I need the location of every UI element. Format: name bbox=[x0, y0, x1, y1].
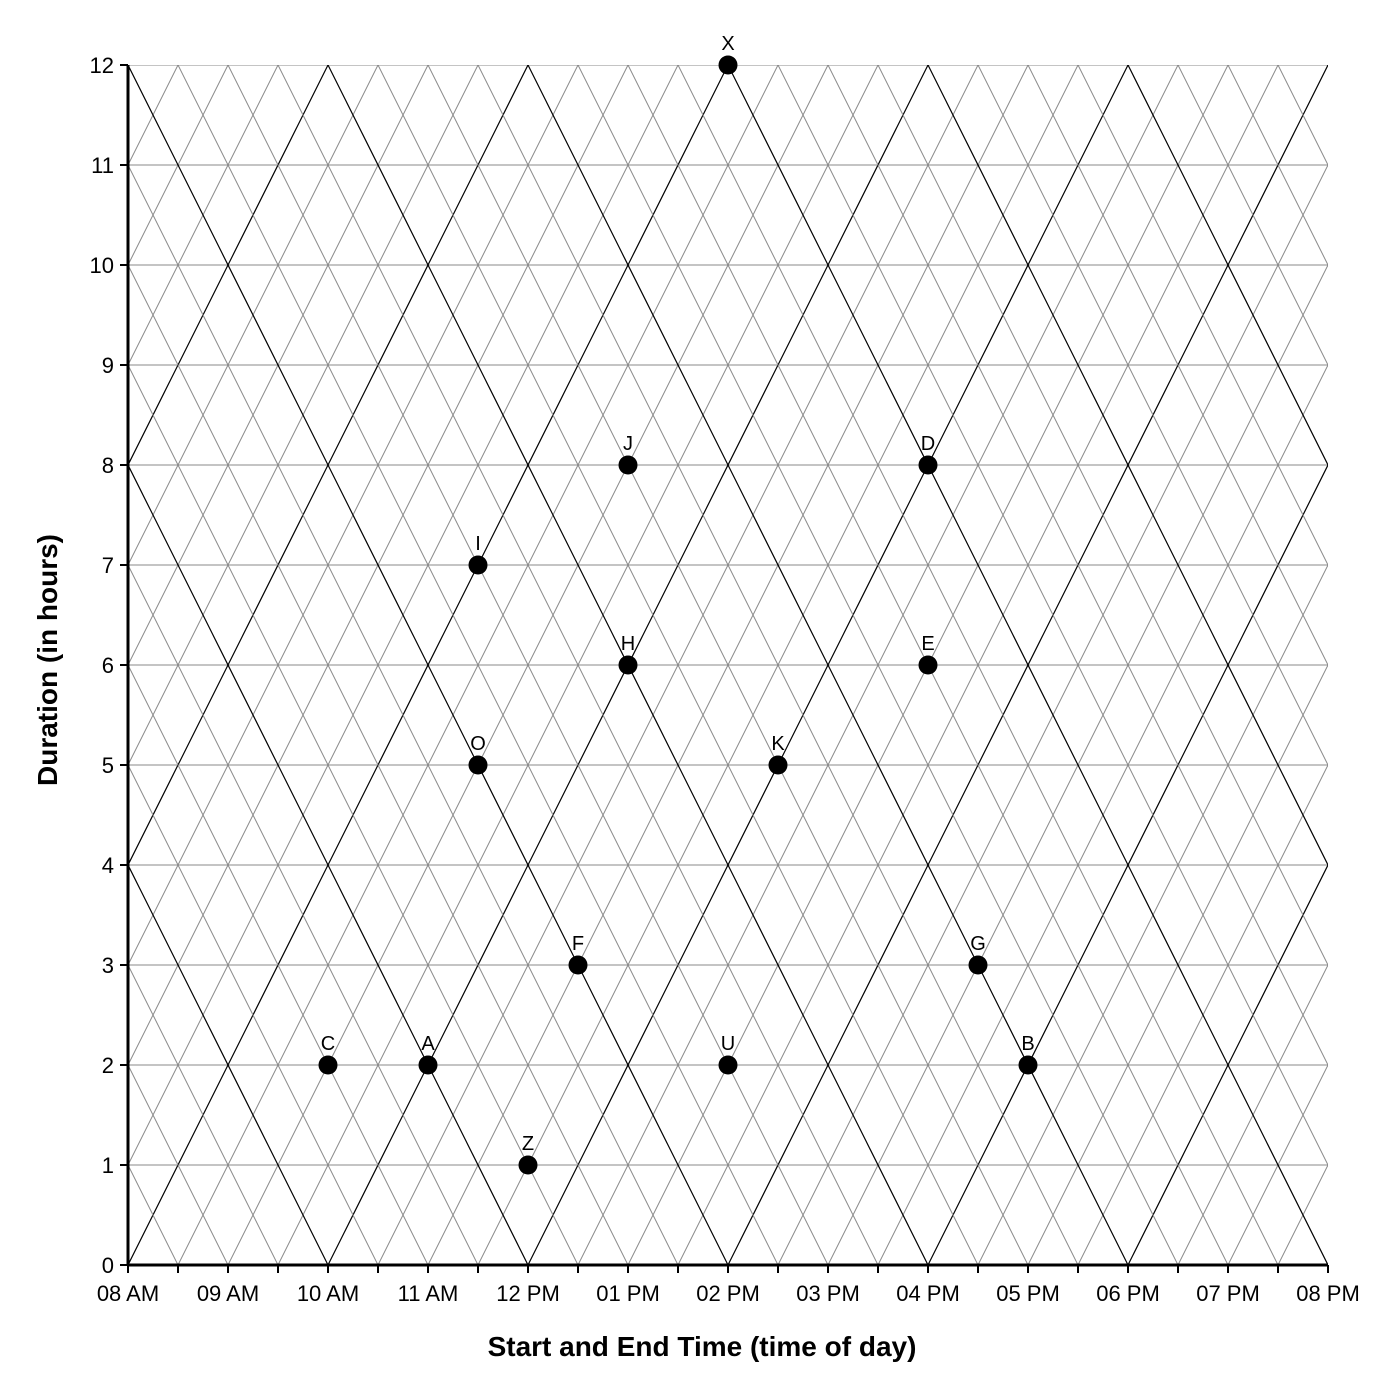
point-label-a: A bbox=[421, 1033, 435, 1055]
point-j bbox=[618, 455, 638, 475]
y-axis-title: Duration (in hours) bbox=[32, 534, 63, 786]
grid-line-falling bbox=[477, 65, 1079, 1265]
x-tick-label: 03 PM bbox=[796, 1281, 860, 1306]
point-x bbox=[718, 55, 738, 75]
grid-line-falling bbox=[727, 65, 1328, 1265]
grid-line-falling bbox=[1077, 65, 1328, 567]
grid-line-falling bbox=[977, 65, 1328, 767]
grid-line-falling bbox=[128, 163, 679, 1265]
point-label-f: F bbox=[572, 933, 584, 955]
grid-line-falling bbox=[277, 65, 879, 1265]
point-u bbox=[718, 1055, 738, 1075]
y-tick-label: 6 bbox=[102, 653, 114, 678]
y-tick-label: 5 bbox=[102, 753, 114, 778]
grid-line-falling bbox=[1027, 65, 1328, 667]
triangle-grid bbox=[0, 65, 1400, 1265]
grid-line-rising bbox=[0, 65, 28, 1265]
point-label-i: I bbox=[475, 533, 481, 555]
grid-line-falling bbox=[827, 65, 1328, 1067]
point-g bbox=[968, 955, 988, 975]
grid-line-falling bbox=[777, 65, 1328, 1167]
point-i bbox=[468, 555, 488, 575]
grid-line-falling bbox=[128, 65, 729, 1265]
y-tick-label: 9 bbox=[102, 353, 114, 378]
grid-line-falling bbox=[377, 65, 979, 1265]
x-tick-label: 10 AM bbox=[297, 1281, 359, 1306]
point-label-k: K bbox=[771, 733, 785, 755]
grid-line-falling bbox=[877, 65, 1328, 967]
x-tick-label: 01 PM bbox=[596, 1281, 660, 1306]
grid-line-falling bbox=[427, 65, 1029, 1265]
point-label-u: U bbox=[721, 1033, 735, 1055]
x-tick-label: 08 PM bbox=[1296, 1281, 1360, 1306]
x-tick-label: 02 PM bbox=[696, 1281, 760, 1306]
point-label-g: G bbox=[970, 933, 986, 955]
y-tick-label: 7 bbox=[102, 553, 114, 578]
point-f bbox=[568, 955, 588, 975]
x-axis-title: Start and End Time (time of day) bbox=[488, 1331, 917, 1362]
grid-line-falling bbox=[128, 863, 329, 1265]
grid-line-falling bbox=[0, 65, 28, 1265]
point-label-e: E bbox=[921, 633, 934, 655]
point-o bbox=[468, 755, 488, 775]
point-b bbox=[1018, 1055, 1038, 1075]
grid-line-rising bbox=[1378, 65, 1400, 1265]
point-h bbox=[618, 655, 638, 675]
point-label-o: O bbox=[470, 733, 486, 755]
grid-line-falling bbox=[677, 65, 1279, 1265]
y-tick-label: 10 bbox=[90, 253, 114, 278]
grid-line-falling bbox=[128, 263, 629, 1265]
grid-line-falling bbox=[128, 963, 279, 1265]
grid-line-falling bbox=[177, 65, 779, 1265]
x-tick-label: 06 PM bbox=[1096, 1281, 1160, 1306]
data-points: X J D I H E O K F G C A U B Z bbox=[318, 33, 1038, 1175]
point-label-d: D bbox=[921, 433, 935, 455]
point-label-z: Z bbox=[522, 1133, 534, 1155]
y-tick-label: 4 bbox=[102, 853, 114, 878]
grid-line-falling bbox=[128, 763, 379, 1265]
grid-line-falling bbox=[1177, 65, 1328, 367]
point-label-h: H bbox=[621, 633, 635, 655]
x-tick-label: 05 PM bbox=[996, 1281, 1060, 1306]
point-c bbox=[318, 1055, 338, 1075]
y-tick-label: 0 bbox=[102, 1253, 114, 1278]
point-label-c: C bbox=[321, 1033, 335, 1055]
y-tick-label: 2 bbox=[102, 1053, 114, 1078]
grid-line-falling bbox=[927, 65, 1328, 867]
x-tick-label: 07 PM bbox=[1196, 1281, 1260, 1306]
point-label-j: J bbox=[623, 433, 633, 455]
point-e bbox=[918, 655, 938, 675]
x-tick-label: 08 AM bbox=[97, 1281, 159, 1306]
y-tick-label: 1 bbox=[102, 1153, 114, 1178]
point-label-x: X bbox=[721, 33, 734, 55]
y-tick-label: 12 bbox=[90, 53, 114, 78]
point-k bbox=[768, 755, 788, 775]
grid-line-falling bbox=[1327, 65, 1328, 67]
point-d bbox=[918, 455, 938, 475]
grid-line-falling bbox=[128, 563, 479, 1265]
x-tick-label: 04 PM bbox=[896, 1281, 960, 1306]
x-tick-label: 12 PM bbox=[496, 1281, 560, 1306]
grid-line-rising bbox=[1327, 1263, 1328, 1265]
grid-line-falling bbox=[128, 363, 579, 1265]
point-a bbox=[418, 1055, 438, 1075]
y-tick-label: 11 bbox=[91, 153, 114, 178]
point-z bbox=[518, 1155, 538, 1175]
x-tick-label: 09 AM bbox=[197, 1281, 259, 1306]
grid-line-falling bbox=[577, 65, 1179, 1265]
grid-line-falling bbox=[1127, 65, 1328, 467]
x-tick-label: 11 AM bbox=[398, 1281, 459, 1306]
y-tick-label: 8 bbox=[102, 453, 114, 478]
point-label-b: B bbox=[1021, 1033, 1034, 1055]
y-tick-label: 3 bbox=[102, 953, 114, 978]
